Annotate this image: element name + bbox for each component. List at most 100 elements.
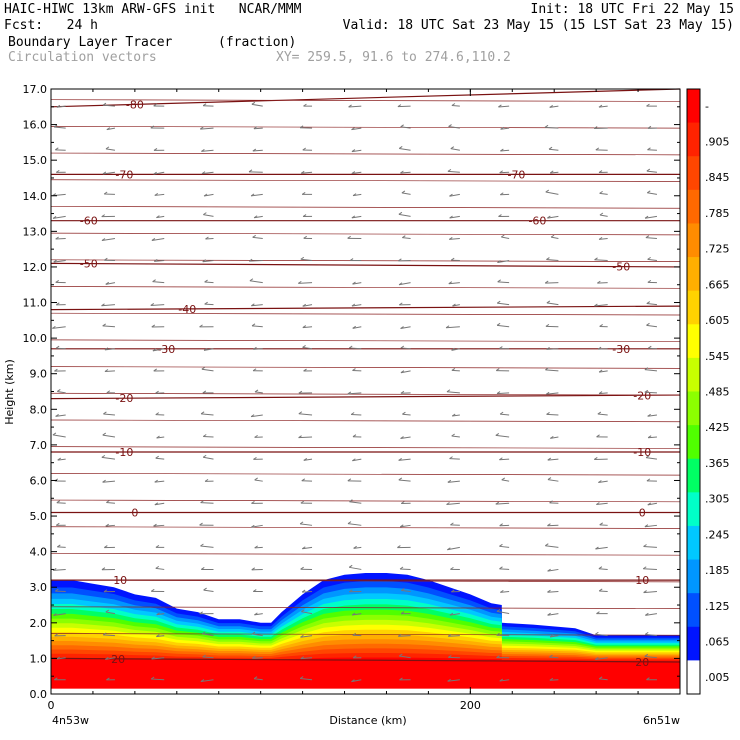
vector-arrowhead <box>402 235 406 239</box>
vector-arrowhead <box>303 457 308 461</box>
vector-arrowhead <box>496 608 501 612</box>
vector-arrow <box>398 635 411 637</box>
field-title: Boundary Layer Tracer <box>8 35 173 50</box>
vector-arrowhead <box>154 479 159 483</box>
colorbar-label: - <box>705 100 709 113</box>
vector-arrow <box>547 568 559 572</box>
vector-arrow <box>205 237 214 240</box>
vector-arrow <box>549 105 559 108</box>
vector-arrow <box>151 657 165 660</box>
vector-arrowhead <box>154 258 158 262</box>
vector-arrowhead <box>451 433 455 437</box>
vector-arrowhead <box>447 633 452 637</box>
vector-arrow <box>451 348 460 351</box>
vector-arrowhead <box>150 125 155 129</box>
vector-arrowhead <box>53 124 58 128</box>
vector-arrow <box>249 280 263 284</box>
vector-arrow <box>544 126 559 129</box>
vector-arrowhead <box>450 522 454 526</box>
vector-arrowhead <box>646 301 651 304</box>
vector-arrow <box>646 170 657 173</box>
vector-arrow <box>153 524 165 527</box>
vector-arrow <box>401 192 411 195</box>
vector-arrow <box>55 414 66 417</box>
vector-arrow <box>599 370 608 373</box>
colorbar-swatch <box>687 425 700 460</box>
vector-arrow <box>495 502 510 505</box>
vector-arrowhead <box>499 346 503 349</box>
vector-arrowhead <box>150 588 155 592</box>
vector-arrowhead <box>547 457 552 461</box>
colorbar-label: .005 <box>705 671 730 684</box>
y-tick-label: 6.0 <box>30 474 48 487</box>
vector-arrowhead <box>201 171 206 175</box>
vector-arrowhead <box>549 500 553 504</box>
vector-arrowhead <box>298 390 303 394</box>
vector-arrow <box>643 568 657 570</box>
vector-arrow <box>644 391 657 394</box>
vector-arrow <box>203 456 214 460</box>
vector-arrowhead <box>451 367 456 371</box>
isotherm-line <box>50 305 681 311</box>
isotherm-label: -40 <box>178 303 196 316</box>
y-tick-label: 7.0 <box>30 439 48 452</box>
vector-arrowhead <box>499 523 503 527</box>
colorbar-label: .485 <box>705 386 730 399</box>
vector-arrow <box>598 105 608 108</box>
vector-arrowhead <box>52 215 57 219</box>
vector-arrowhead <box>446 389 451 393</box>
vector-arrow <box>200 545 214 548</box>
vector-arrow <box>202 656 214 659</box>
vector-arrow <box>644 655 657 659</box>
vector-arrowhead <box>452 303 456 307</box>
field-units: (fraction) <box>218 35 297 50</box>
vector-arrowhead <box>200 500 204 504</box>
colorbar-swatch <box>687 492 700 527</box>
vector-arrow <box>446 502 460 506</box>
vector-arrow <box>302 346 313 350</box>
vector-arrowhead <box>254 389 259 393</box>
vector-arrowhead <box>550 234 555 238</box>
vector-arrowhead <box>547 477 552 480</box>
vector-arrow <box>546 413 559 416</box>
isotherm-label: -50 <box>612 261 630 274</box>
vector-arrow <box>204 303 214 306</box>
theta-contour <box>50 339 681 343</box>
vector-arrow <box>53 260 66 263</box>
vector-arrow <box>500 591 510 593</box>
vector-arrowhead <box>547 612 551 616</box>
vector-arrowhead <box>352 458 356 462</box>
vector-arrowhead <box>101 214 106 218</box>
vector-arrowhead <box>200 543 204 547</box>
vector-arrow <box>151 678 165 681</box>
vector-arrow <box>249 260 263 262</box>
vector-arrowhead <box>500 589 504 593</box>
vector-arrowhead <box>56 104 61 108</box>
vector-arrowhead <box>397 545 401 548</box>
vector-arrow <box>545 369 559 372</box>
vector-arrow <box>154 502 165 506</box>
vector-arrowhead <box>52 432 57 436</box>
isotherm-label: -80 <box>126 98 144 111</box>
colorbar-swatch <box>687 122 700 157</box>
vector-arrow <box>401 590 411 593</box>
colorbar-swatch <box>687 660 700 695</box>
vector-arrowhead <box>499 411 504 415</box>
vector-arrowhead <box>103 191 108 195</box>
vector-arrow <box>156 215 165 219</box>
vector-arrowhead <box>300 566 304 570</box>
vector-arrowhead <box>302 303 307 307</box>
vector-arrow <box>546 348 559 350</box>
colorbar-swatch <box>687 626 700 661</box>
vector-arrowhead <box>548 146 553 150</box>
vector-arrowhead <box>594 457 598 460</box>
vector-arrow <box>550 436 559 439</box>
vector-arrowhead <box>300 256 305 260</box>
isotherm-label: 20 <box>111 653 125 666</box>
vector-arrow <box>105 282 116 285</box>
vector-arrowhead <box>598 104 603 108</box>
vector-arrow <box>400 436 411 440</box>
vector-arrowhead <box>347 478 352 482</box>
vector-arrowhead <box>400 170 404 174</box>
vector-arrowhead <box>544 280 549 284</box>
